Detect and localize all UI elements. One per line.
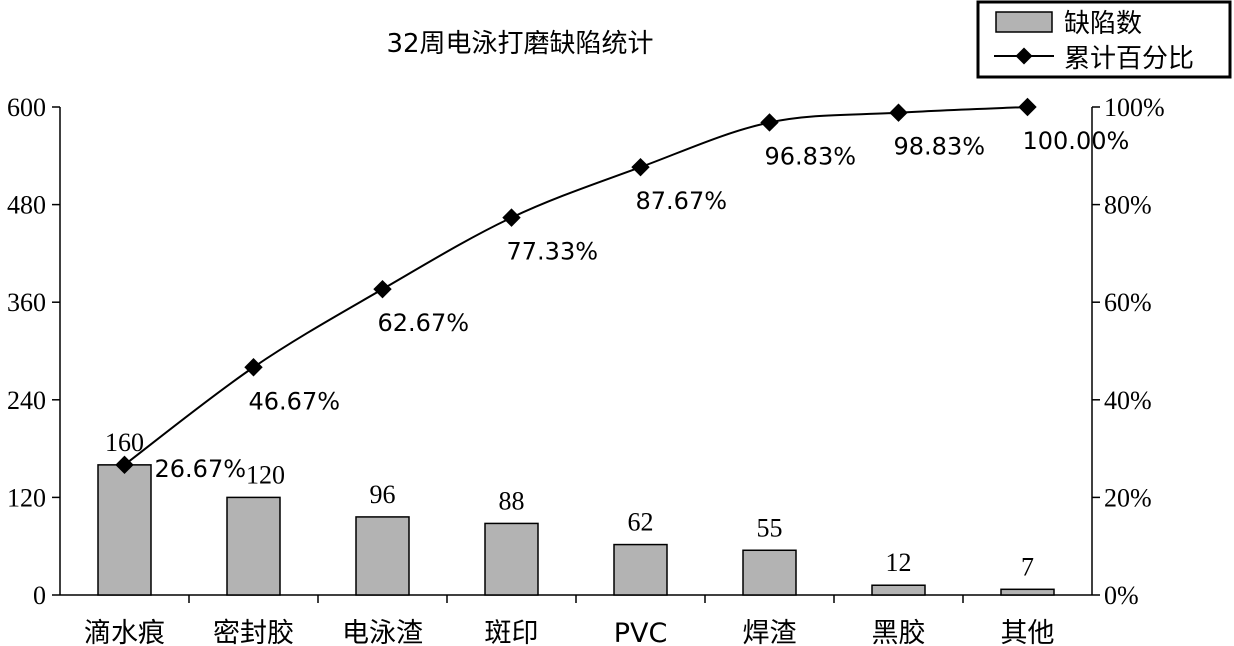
cumulative-percent-label: 98.83% <box>894 133 986 161</box>
left-tick-label: 240 <box>7 386 46 415</box>
bar-value-label: 96 <box>370 480 396 509</box>
legend: 缺陷数 累计百分比 <box>976 0 1232 79</box>
bar-value-label: 55 <box>757 513 783 542</box>
category-label: 滴水痕 <box>84 618 165 646</box>
diamond-marker <box>244 358 263 377</box>
bar-value-label: 120 <box>246 460 285 489</box>
cumulative-percent-label: 96.83% <box>765 142 857 170</box>
bar-labels: 160 120 96 88 62 55 12 7 <box>105 428 1034 581</box>
bar <box>613 543 668 596</box>
cumulative-percent-label: 62.67% <box>378 309 470 337</box>
bar-value-label: 7 <box>1021 552 1034 581</box>
axes: 0 120 240 360 480 600 0% 20% 40% 60% 80% 100% <box>7 93 1165 610</box>
bar <box>97 464 152 596</box>
cumulative-percent-label: 26.67% <box>155 455 247 483</box>
bar <box>742 549 797 596</box>
category-labels: 滴水痕 密封胶 电泳渣 斑印 PVC 焊渣 黑胶 其他 <box>84 618 1055 646</box>
percent-labels: 26.67% 46.67% 62.67% 77.33% 87.67% 96.83% 98.8… <box>155 127 1130 483</box>
left-tick-label: 120 <box>7 483 46 512</box>
right-tick-label: 100% <box>1104 93 1165 122</box>
cumulative-percent-label: 77.33% <box>507 238 599 266</box>
category-label: 密封胶 <box>213 618 294 646</box>
bar-value-label: 160 <box>105 428 144 457</box>
category-label: 焊渣 <box>743 618 797 646</box>
legend-bar-swatch-icon <box>995 11 1053 33</box>
diamond-marker <box>889 103 908 122</box>
cumulative-percent-label: 87.67% <box>636 187 728 215</box>
cumulative-percent-label: 100.00% <box>1023 127 1130 155</box>
diamond-marker <box>1018 97 1037 117</box>
cumulative-percent-label: 46.67% <box>249 387 341 415</box>
diamond-marker <box>502 208 521 227</box>
left-tick-label: 480 <box>7 191 46 220</box>
category-label: 电泳渣 <box>342 618 423 646</box>
left-tick-label: 360 <box>7 288 46 317</box>
bar <box>1000 588 1055 596</box>
bar-value-label: 88 <box>499 486 525 515</box>
left-tick-label: 600 <box>7 93 46 122</box>
category-label: 斑印 <box>485 618 539 646</box>
diamond-marker <box>115 455 134 475</box>
cumulative-line-group <box>115 97 1037 475</box>
right-tick-label: 80% <box>1104 191 1152 220</box>
left-tick-label: 0 <box>33 581 46 610</box>
bar <box>484 522 539 596</box>
bar <box>355 516 410 596</box>
legend-label-bars: 缺陷数 <box>1064 9 1142 39</box>
legend-label-line: 累计百分比 <box>1064 44 1194 74</box>
diamond-marker <box>631 157 650 177</box>
bars <box>97 464 1055 596</box>
chart-title: 32周电泳打磨缺陷统计 <box>386 29 653 59</box>
bar-value-label: 62 <box>628 508 654 537</box>
category-label: 其他 <box>1001 618 1055 646</box>
cumulative-percent-line <box>123 106 1028 466</box>
bar <box>871 584 926 596</box>
diamond-marker <box>760 113 779 132</box>
right-tick-label: 40% <box>1104 386 1152 415</box>
bar-value-label: 12 <box>886 548 912 577</box>
category-label: 黑胶 <box>872 618 926 646</box>
right-tick-label: 60% <box>1104 288 1152 317</box>
category-label: PVC <box>614 618 668 646</box>
diamond-marker <box>373 279 392 299</box>
right-tick-label: 0% <box>1104 581 1139 610</box>
bar <box>226 496 281 596</box>
right-tick-label: 20% <box>1104 483 1152 512</box>
